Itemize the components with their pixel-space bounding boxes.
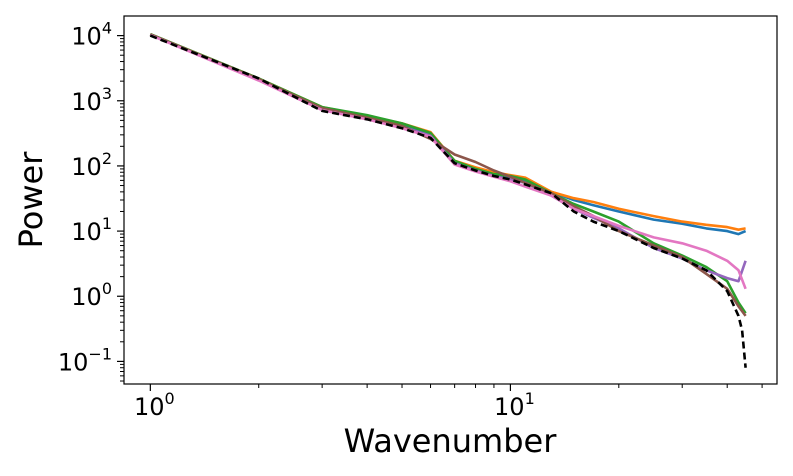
y-tick-label: 100 (71, 279, 112, 311)
series-line-series-green (149, 32, 747, 314)
series-line-series-brown (149, 33, 747, 317)
series-line-series-blue (149, 32, 747, 236)
series-line-series-pink (149, 33, 747, 290)
y-tick-label: 103 (71, 84, 112, 116)
y-tick-label: 104 (71, 19, 112, 51)
tick-layer: 100 101 10−1 100 101 102 103 104 (58, 19, 763, 421)
y-tick-label: 102 (71, 149, 112, 181)
x-tick-label: 100 (134, 389, 175, 421)
series-line-series-orange (149, 32, 746, 231)
plot-frame (123, 15, 778, 385)
series-line-series-black-dashed (149, 34, 747, 368)
x-axis-label: Wavenumber (344, 422, 558, 460)
x-tick-label: 101 (494, 389, 535, 421)
y-tick-label: 101 (71, 214, 112, 246)
y-tick-label: 10−1 (58, 344, 112, 376)
series-layer (149, 32, 747, 368)
y-axis-label: Power (12, 151, 50, 249)
